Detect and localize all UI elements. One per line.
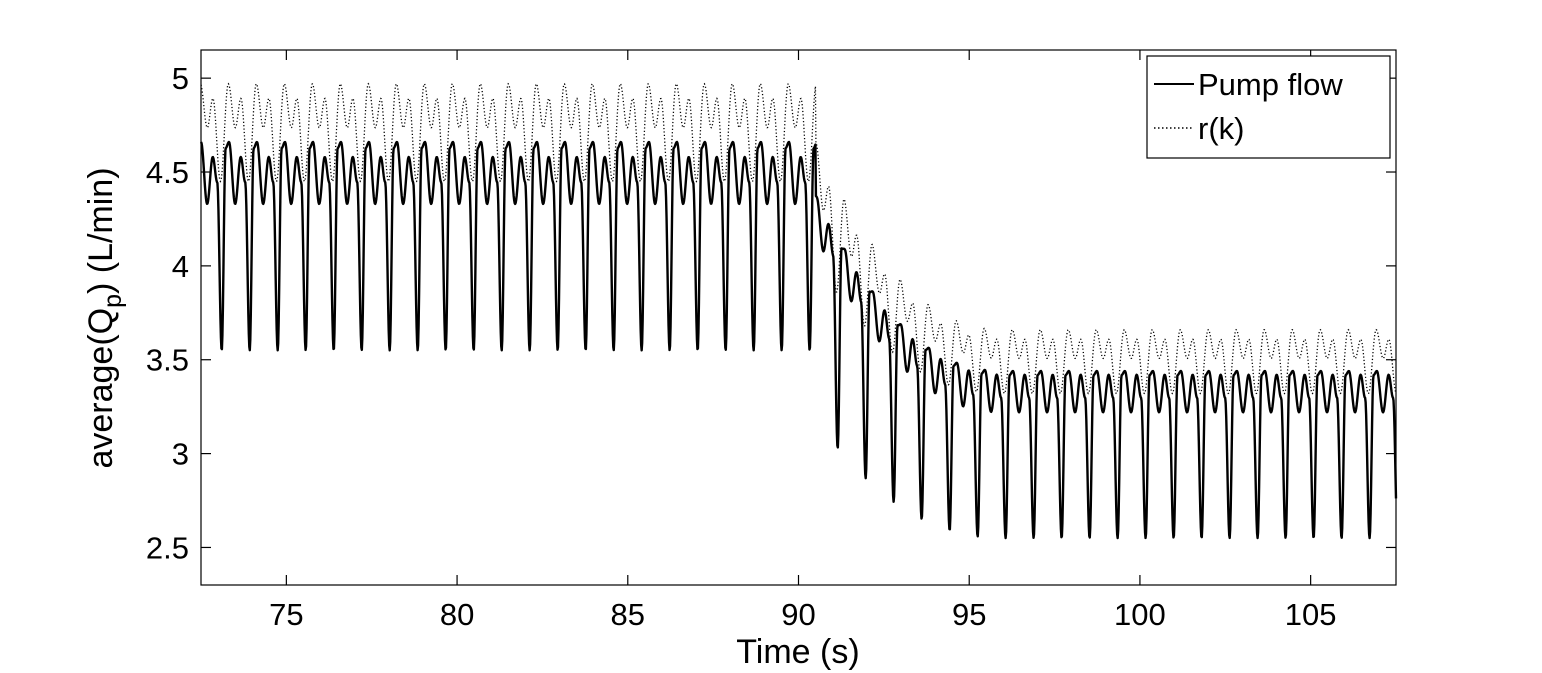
- y-axis-label-subscript: p: [99, 294, 127, 308]
- x-tick-label: 95: [952, 597, 986, 632]
- legend: Pump flow r(k): [1146, 55, 1391, 159]
- y-axis-label: average(Qp) (L/min): [82, 167, 127, 468]
- series-line-pump-flow: [199, 140, 1398, 540]
- tick-layer: 75 80 85 90 95 100 105 2.5 3 3.5 4 4.5 5: [146, 50, 1396, 632]
- x-axis-label: Time (s): [736, 633, 859, 671]
- y-tick-label: 4: [172, 249, 189, 284]
- y-tick-label: 3: [172, 437, 189, 472]
- legend-box: [1146, 55, 1391, 159]
- y-tick-label: 2.5: [146, 530, 189, 565]
- x-tick-label: 100: [1114, 597, 1166, 632]
- x-tick-label: 90: [781, 597, 815, 632]
- y-tick-label: 5: [172, 61, 189, 96]
- y-tick-label: 4.5: [146, 155, 189, 190]
- legend-label-rk: r(k): [1198, 111, 1244, 146]
- plot-frame: [200, 49, 1397, 586]
- y-axis-label-prefix: average(Q: [82, 308, 120, 469]
- series-layer: [199, 82, 1398, 540]
- series-line-rk: [200, 82, 1397, 395]
- y-tick-label: 3.5: [146, 343, 189, 378]
- x-tick-label: 75: [269, 597, 303, 632]
- y-axis-label-suffix: ) (L/min): [82, 167, 120, 294]
- legend-label-pump-flow: Pump flow: [1198, 67, 1343, 102]
- x-tick-label: 105: [1285, 597, 1337, 632]
- x-tick-label: 80: [440, 597, 474, 632]
- x-tick-label: 85: [611, 597, 645, 632]
